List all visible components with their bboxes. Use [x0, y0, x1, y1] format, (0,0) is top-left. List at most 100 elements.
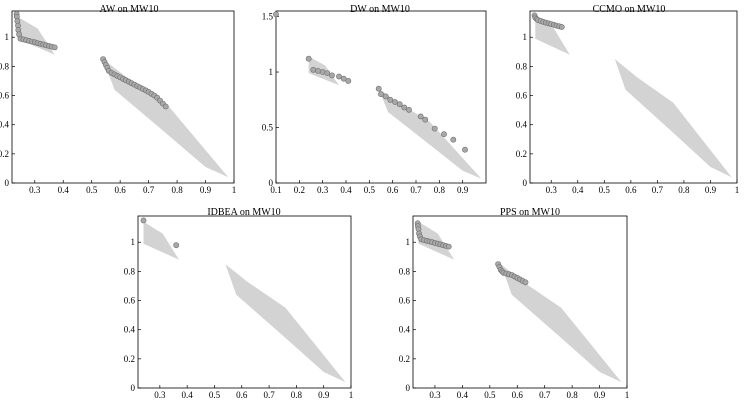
- x-tick-label: 0.7: [410, 185, 422, 195]
- data-point: [396, 101, 403, 108]
- reference-region-2: [500, 264, 622, 383]
- data-point: [51, 44, 58, 51]
- y-tick-label: 0.6: [0, 91, 10, 101]
- x-tick-label: 0.3: [429, 390, 441, 400]
- data-point: [329, 72, 335, 79]
- panel-title: IDBEA on MW10: [207, 207, 280, 218]
- data-point: [558, 24, 565, 30]
- panel-title: AW on MW10: [99, 4, 158, 15]
- panel-aw-on-mw10: 0.3 0.4 0.5 0.6 0.7 0.8 0.9 1 0 0.2 0.4 0.6 0.8 1 AW o…: [0, 4, 236, 195]
- y-tick-label: 1: [131, 237, 136, 247]
- x-tick-label: 0.3: [317, 185, 329, 195]
- y-tick-label: 0.4: [516, 120, 528, 130]
- x-tick-label: 0.4: [182, 390, 194, 400]
- x-tick-label: 0.4: [58, 185, 70, 195]
- data-point: [392, 99, 398, 105]
- data-point: [375, 85, 382, 92]
- y-tick-label: 1: [406, 237, 411, 247]
- x-tick-label: 0.9: [318, 390, 330, 400]
- x-tick-label: 0.6: [512, 390, 524, 400]
- x-tick-label: 0.3: [546, 185, 558, 195]
- x-tick-label: 1: [349, 390, 354, 400]
- y-tick-label: 0: [5, 178, 10, 188]
- y-tick-label: 0.6: [516, 91, 528, 101]
- y-tick-label: 0.2: [516, 149, 527, 159]
- reference-region-1: [535, 16, 570, 55]
- data-point: [310, 66, 317, 73]
- x-tick-label: 0.5: [599, 185, 611, 195]
- x-tick-label: 0.4: [340, 185, 352, 195]
- data-point: [462, 146, 468, 153]
- y-tick-label: 0.8: [124, 266, 136, 276]
- data-point: [378, 91, 384, 98]
- data-point: [406, 106, 412, 113]
- x-tick-label: 0.5: [209, 390, 221, 400]
- y-tick-label: 0.4: [0, 120, 10, 130]
- x-tick-label: 0.7: [143, 185, 155, 195]
- axes-frame: [275, 10, 487, 184]
- x-tick-label: 1: [232, 185, 237, 195]
- x-tick-label: 0.3: [154, 390, 166, 400]
- data-point: [340, 75, 347, 82]
- data-point: [431, 125, 438, 132]
- panel-pps-on-mw10: 0.3 0.4 0.5 0.6 0.7 0.8 0.9 1 0 0.2 0.4 0.6 0.8 1 PPS …: [399, 207, 630, 400]
- x-tick-label: 0.7: [652, 185, 664, 195]
- y-tick-label: 0.8: [516, 61, 528, 71]
- reference-region-2: [225, 264, 346, 383]
- y-tick-label: 1: [523, 32, 528, 42]
- panel-idbea-on-mw10: 0.3 0.4 0.5 0.6 0.7 0.8 0.9 1 0 0.2 0.4 0.6 0.8 1 IDBE…: [124, 207, 354, 400]
- x-tick-label: 0.9: [594, 390, 606, 400]
- axes-frame: [529, 10, 738, 184]
- y-tick-label: 0: [131, 383, 136, 393]
- data-point: [305, 55, 312, 62]
- data-point: [422, 116, 429, 123]
- data-point: [417, 113, 424, 120]
- panel-title: CCMO on MW10: [593, 4, 666, 15]
- y-tick-label: 1.5: [262, 12, 274, 22]
- panel-title: DW on MW10: [350, 4, 410, 15]
- y-tick-label: 0.2: [0, 149, 9, 159]
- x-tick-label: 0.9: [200, 185, 212, 195]
- y-tick-label: 0.5: [262, 123, 274, 133]
- x-tick-label: 0.4: [572, 185, 584, 195]
- x-tick-label: 0.9: [457, 185, 469, 195]
- y-tick-label: 0.4: [399, 325, 411, 335]
- y-tick-label: 0.8: [0, 61, 10, 71]
- data-point: [450, 136, 457, 143]
- y-tick-label: 0.2: [124, 354, 135, 364]
- y-tick-label: 0.4: [124, 325, 136, 335]
- x-tick-label: 0.4: [457, 390, 469, 400]
- x-tick-label: 0.6: [387, 185, 399, 195]
- x-tick-label: 0.8: [291, 390, 303, 400]
- x-tick-label: 0.8: [567, 390, 579, 400]
- data-point: [387, 96, 394, 103]
- y-tick-label: 0: [523, 178, 528, 188]
- x-tick-label: 1: [735, 185, 740, 195]
- data-point: [315, 68, 321, 74]
- y-tick-label: 0.6: [399, 296, 411, 306]
- data-point: [345, 78, 352, 84]
- reference-region-2: [378, 88, 482, 179]
- y-tick-label: 1: [5, 32, 10, 42]
- y-tick-label: 0: [406, 383, 411, 393]
- x-tick-label: 0.6: [115, 185, 127, 195]
- data-point: [336, 73, 342, 80]
- axes-frame: [11, 10, 235, 184]
- reference-region-1: [143, 221, 179, 260]
- x-tick-label: 0.7: [263, 390, 275, 400]
- panel-title: PPS on MW10: [500, 207, 560, 218]
- data-point: [441, 131, 447, 138]
- x-tick-label: 0.6: [236, 390, 248, 400]
- x-tick-label: 0.3: [29, 185, 41, 195]
- reference-region-2: [614, 59, 732, 178]
- x-tick-label: 0.5: [484, 390, 496, 400]
- data-point: [173, 242, 180, 249]
- x-tick-label: 0.5: [364, 185, 376, 195]
- panel-ccmo-on-mw10: 0.3 0.4 0.5 0.6 0.7 0.8 0.9 1 0 0.2 0.4 0.6 0.8 1 CCMO…: [516, 4, 740, 195]
- axes-frame: [137, 215, 352, 389]
- x-tick-label: 0.1: [270, 185, 281, 195]
- x-tick-label: 0.5: [86, 185, 98, 195]
- data-point: [162, 103, 169, 110]
- y-tick-label: 0.6: [124, 296, 136, 306]
